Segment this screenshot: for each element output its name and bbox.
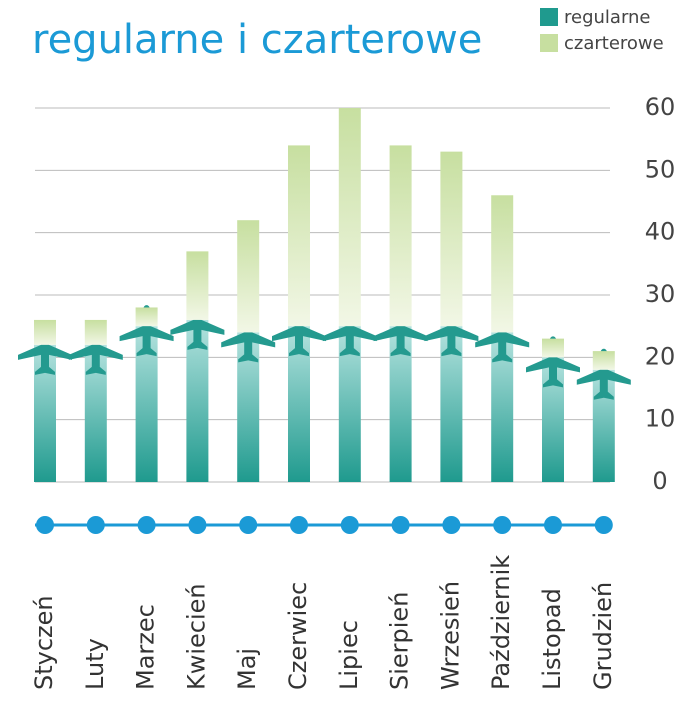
y-tick-label: 20 xyxy=(645,342,676,370)
y-tick-label: 30 xyxy=(645,280,676,308)
bar-segment xyxy=(440,151,463,327)
x-tick-label: Czerwiec xyxy=(284,582,312,690)
legend-swatch xyxy=(540,34,558,52)
bar-segment xyxy=(186,251,209,320)
x-tick-label: Marzec xyxy=(132,604,160,690)
timeline-dot xyxy=(36,516,54,534)
y-tick-label: 40 xyxy=(645,218,676,246)
y-tick-label: 0 xyxy=(652,467,667,495)
bar-segment xyxy=(491,195,514,333)
bar-segment xyxy=(592,351,615,370)
x-tick-label: Sierpień xyxy=(386,592,414,690)
x-tick-label: Październik xyxy=(487,555,515,690)
x-tick-label: Styczeń xyxy=(30,595,58,690)
bar-segment xyxy=(237,220,260,333)
bar-segment xyxy=(84,319,107,345)
bar-segment xyxy=(389,145,412,327)
timeline-dot xyxy=(493,516,512,534)
bar-segment xyxy=(135,307,158,327)
bar-segment xyxy=(34,319,56,345)
bar-segment xyxy=(288,326,310,482)
y-tick-label: 10 xyxy=(645,405,676,433)
x-tick-label: Lipiec xyxy=(335,620,363,690)
timeline-dot xyxy=(442,516,461,534)
x-tick-label: Grudzień xyxy=(589,582,617,690)
bar-segment xyxy=(542,357,564,482)
timeline-dot xyxy=(290,516,308,534)
y-tick-label: 50 xyxy=(645,155,676,183)
bar-segment xyxy=(491,332,514,482)
legend-label: czarterowe xyxy=(564,33,664,54)
bar-segment xyxy=(84,344,107,482)
timeline-dot xyxy=(544,516,562,534)
chart-title: regularne i czarterowe xyxy=(32,17,482,63)
bar-segment xyxy=(288,145,310,327)
timeline-dot xyxy=(391,516,410,534)
timeline-dot xyxy=(86,516,105,534)
x-tick-label: Maj xyxy=(233,648,261,690)
bar-segment xyxy=(440,326,463,482)
y-tick-label: 60 xyxy=(645,93,676,121)
x-tick-label: Wrzesień xyxy=(436,581,464,690)
bar-segment xyxy=(389,326,412,482)
timeline-dot xyxy=(239,516,258,534)
bar-segment xyxy=(135,326,158,482)
timeline-dot xyxy=(188,516,207,534)
legend-label: regularne xyxy=(564,7,651,28)
timeline-dot xyxy=(137,516,156,534)
bar-segment xyxy=(186,319,209,482)
bar-segment xyxy=(34,344,56,482)
bar-segment xyxy=(237,332,260,482)
bar-segment xyxy=(338,326,361,482)
bar-segment xyxy=(338,108,361,327)
bar-segment xyxy=(542,338,564,358)
legend-swatch xyxy=(540,8,558,26)
timeline-dot xyxy=(340,516,359,534)
timeline-dot xyxy=(594,516,613,534)
x-tick-label: Kwiecień xyxy=(182,583,210,690)
x-tick-label: Luty xyxy=(81,638,109,690)
x-tick-label: Listopad xyxy=(538,588,566,690)
